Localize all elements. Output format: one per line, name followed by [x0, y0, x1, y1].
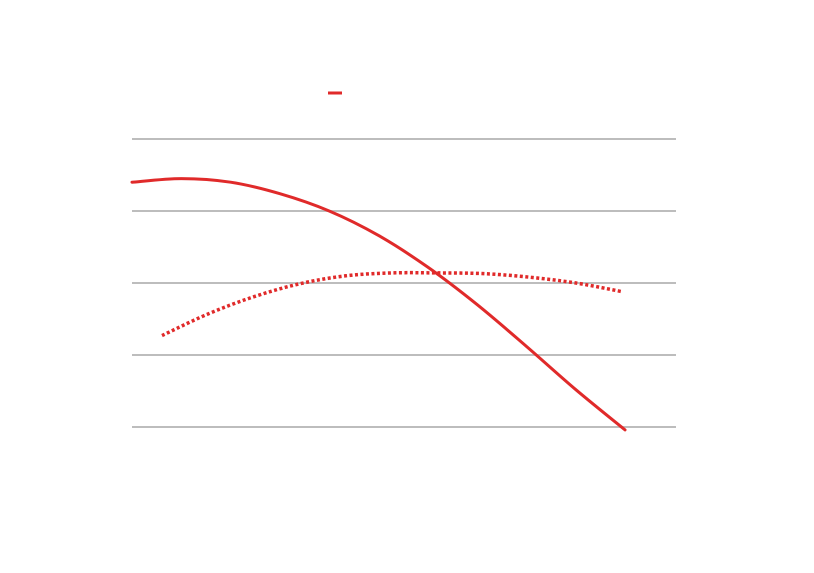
series-group [130, 177, 627, 432]
grid-lines [132, 138, 676, 428]
series-line-dotted [161, 270, 623, 338]
series-line-solid [130, 177, 627, 432]
